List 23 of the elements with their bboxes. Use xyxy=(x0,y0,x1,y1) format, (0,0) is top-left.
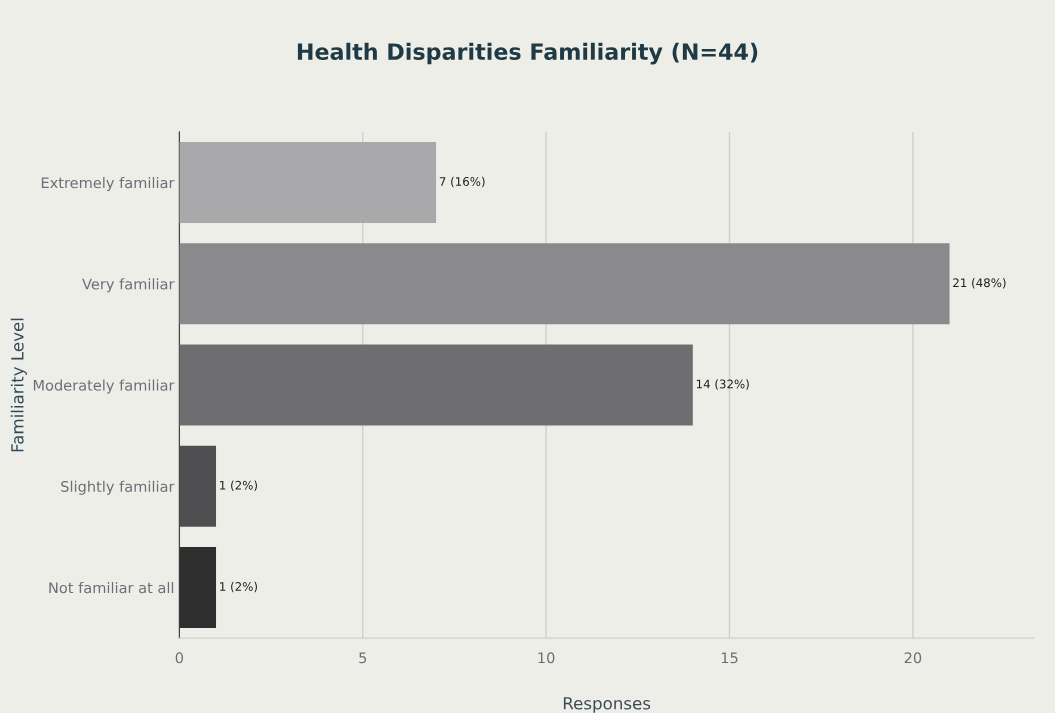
data-label: 14 (32%) xyxy=(696,379,749,390)
data-label: 7 (16%) xyxy=(439,176,485,188)
y-axis-title: Familiarity Level xyxy=(10,318,27,452)
bar xyxy=(179,445,217,527)
bar xyxy=(179,547,217,629)
y-tick-label: Moderately familiar xyxy=(33,379,175,394)
x-axis-title: Responses xyxy=(563,697,651,713)
x-tick-label: 20 xyxy=(904,652,922,664)
bar xyxy=(179,243,950,325)
bar xyxy=(179,142,437,224)
y-tick-label: Not familiar at all xyxy=(49,581,174,594)
data-label: 1 (2%) xyxy=(220,480,257,492)
x-tick-label: 5 xyxy=(359,652,367,664)
x-tick-label: 0 xyxy=(175,652,184,664)
chart-title: Health Disparities Familiarity (N=44) xyxy=(297,42,758,65)
x-tick-label: 15 xyxy=(721,652,738,664)
y-tick-label: Slightly familiar xyxy=(61,480,175,495)
data-label: 21 (48%) xyxy=(953,278,1006,289)
y-tick-label: Very familiar xyxy=(82,278,175,293)
bar xyxy=(179,344,693,426)
data-label: 1 (2%) xyxy=(220,581,257,593)
x-tick-label: 10 xyxy=(538,652,555,664)
y-tick-label: Extremely familiar xyxy=(41,176,175,192)
